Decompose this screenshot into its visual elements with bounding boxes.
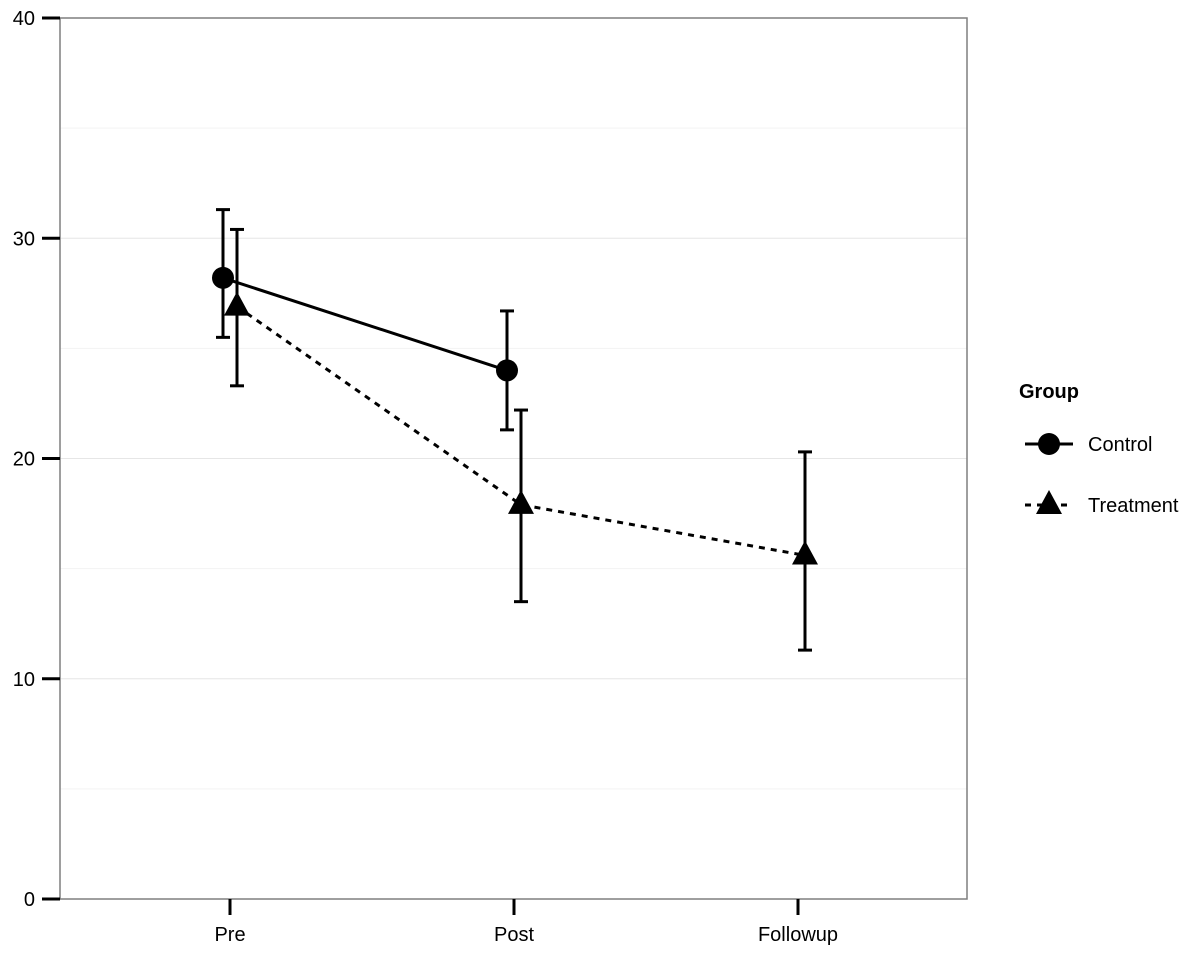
series-treatment	[224, 227, 818, 652]
series-control	[212, 208, 518, 432]
grid-lines	[60, 127, 967, 790]
y-tick-label: 30	[13, 228, 35, 250]
x-tick-label: Followup	[758, 924, 838, 946]
y-tick-label: 0	[24, 889, 35, 911]
data-point-circle	[212, 266, 234, 289]
series	[212, 208, 818, 652]
legend-label-treatment: Treatment	[1088, 495, 1179, 517]
data-point-circle	[496, 359, 518, 382]
x-tick-label: Post	[494, 924, 534, 946]
y-tick-label: 20	[13, 449, 35, 471]
legend: Group Control Treatment	[1019, 381, 1179, 517]
data-point-triangle	[792, 540, 818, 565]
data-point-triangle	[508, 489, 534, 514]
legend-title: Group	[1019, 381, 1079, 403]
y-tick-label: 10	[13, 669, 35, 691]
x-tick-label: Pre	[214, 924, 245, 946]
data-point-triangle	[224, 291, 250, 316]
series-line-control	[222, 276, 508, 372]
legend-key-circle	[1038, 433, 1060, 455]
axes: 0 10 20 30 40 Pre Post Followup	[13, 8, 838, 946]
legend-label-control: Control	[1088, 434, 1152, 456]
legend-key-triangle	[1036, 490, 1062, 514]
y-tick-label: 40	[13, 8, 35, 30]
